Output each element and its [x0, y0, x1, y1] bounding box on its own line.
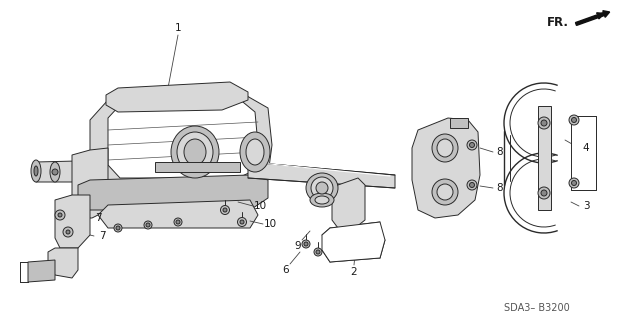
Circle shape [538, 117, 550, 129]
Circle shape [146, 223, 150, 227]
Text: 4: 4 [582, 143, 589, 153]
Circle shape [541, 190, 547, 196]
Circle shape [316, 250, 320, 254]
Text: 6: 6 [283, 265, 289, 275]
Ellipse shape [311, 177, 333, 199]
Text: 5: 5 [319, 191, 325, 201]
Ellipse shape [432, 134, 458, 162]
Text: 7: 7 [99, 231, 106, 241]
Text: 10: 10 [253, 201, 267, 211]
Text: 8: 8 [497, 183, 503, 193]
Ellipse shape [310, 193, 334, 207]
Text: FR.: FR. [547, 16, 569, 28]
Circle shape [55, 210, 65, 220]
Polygon shape [571, 116, 596, 190]
Polygon shape [55, 195, 90, 248]
Circle shape [66, 230, 70, 234]
Circle shape [569, 115, 579, 125]
Polygon shape [28, 260, 55, 282]
Circle shape [569, 178, 579, 188]
Polygon shape [72, 148, 108, 218]
Circle shape [237, 218, 246, 226]
Circle shape [467, 140, 477, 150]
Polygon shape [450, 118, 468, 128]
Circle shape [541, 120, 547, 126]
Circle shape [58, 213, 62, 217]
Circle shape [240, 220, 244, 224]
Text: 2: 2 [351, 267, 357, 277]
Circle shape [304, 242, 308, 246]
Ellipse shape [240, 132, 270, 172]
Circle shape [144, 221, 152, 229]
Polygon shape [78, 175, 268, 210]
Circle shape [572, 181, 577, 186]
Text: 3: 3 [582, 201, 589, 211]
Circle shape [174, 218, 182, 226]
Circle shape [176, 220, 180, 224]
Circle shape [52, 169, 58, 175]
Ellipse shape [437, 184, 453, 200]
Polygon shape [106, 82, 248, 112]
Ellipse shape [184, 139, 206, 165]
Circle shape [114, 224, 122, 232]
Text: SDA3– B3200: SDA3– B3200 [504, 303, 570, 313]
Polygon shape [248, 162, 395, 188]
Circle shape [572, 117, 577, 122]
Polygon shape [90, 92, 272, 192]
Text: 10: 10 [264, 219, 276, 229]
Polygon shape [36, 158, 200, 182]
Ellipse shape [316, 182, 328, 194]
Polygon shape [155, 162, 240, 172]
FancyArrow shape [575, 11, 610, 26]
Circle shape [538, 187, 550, 199]
Circle shape [302, 240, 310, 248]
Circle shape [223, 208, 227, 212]
Polygon shape [98, 200, 258, 228]
Ellipse shape [437, 139, 453, 157]
Ellipse shape [50, 162, 60, 182]
Ellipse shape [171, 126, 219, 178]
Polygon shape [538, 106, 551, 210]
Circle shape [470, 143, 474, 147]
Text: 1: 1 [175, 23, 181, 33]
Ellipse shape [432, 179, 458, 205]
Polygon shape [412, 118, 480, 218]
Ellipse shape [34, 166, 38, 176]
Polygon shape [322, 222, 385, 262]
Circle shape [314, 248, 322, 256]
Circle shape [116, 226, 120, 230]
Text: 7: 7 [95, 213, 101, 223]
Polygon shape [108, 98, 258, 178]
Circle shape [63, 227, 73, 237]
Text: 8: 8 [497, 147, 503, 157]
Polygon shape [332, 178, 365, 228]
Circle shape [221, 205, 230, 214]
Circle shape [467, 180, 477, 190]
Ellipse shape [306, 173, 338, 203]
Ellipse shape [246, 139, 264, 165]
Ellipse shape [315, 196, 329, 204]
Polygon shape [48, 248, 78, 278]
Ellipse shape [177, 132, 213, 172]
Ellipse shape [31, 160, 41, 182]
Circle shape [470, 182, 474, 188]
Text: 9: 9 [294, 241, 301, 251]
